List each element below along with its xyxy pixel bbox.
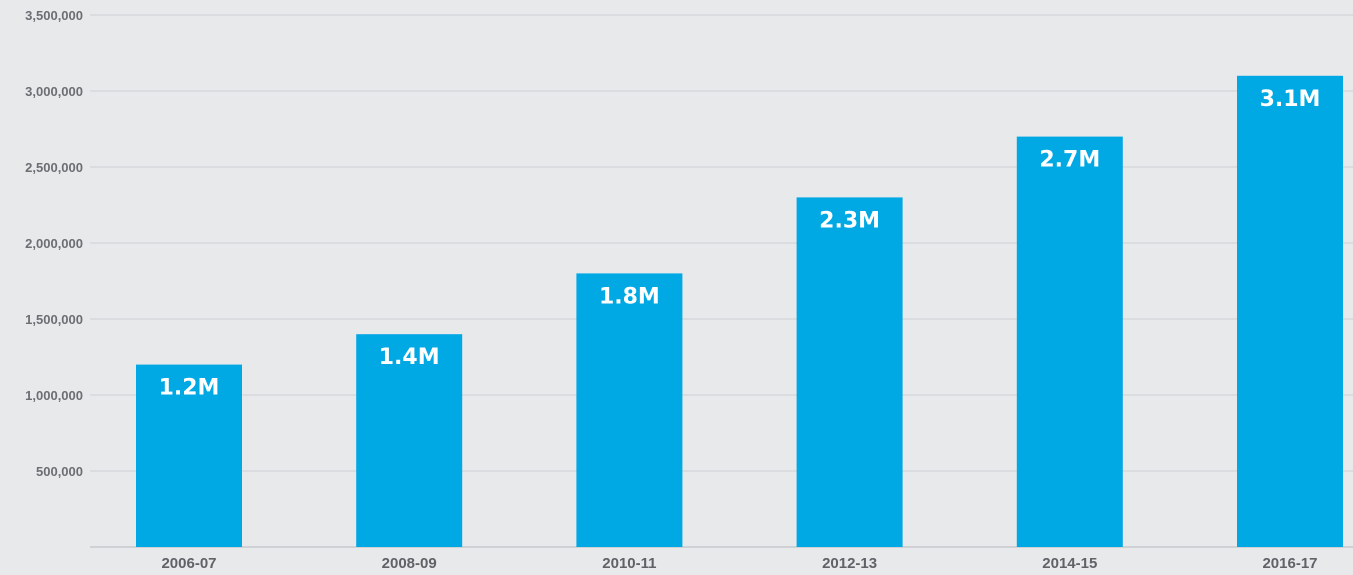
y-tick-label: 500,000 <box>36 464 83 479</box>
y-tick-label: 1,000,000 <box>25 388 83 403</box>
bar <box>356 334 463 547</box>
bar <box>136 364 242 547</box>
bar-value-label: 2.3M <box>819 208 880 233</box>
bar <box>1016 136 1123 547</box>
bar-value-label: 3.1M <box>1260 87 1321 112</box>
x-tick-label: 2006-07 <box>161 555 216 572</box>
y-tick-label: 3,500,000 <box>25 8 83 23</box>
bar <box>576 273 683 547</box>
y-tick-label: 2,500,000 <box>25 160 83 175</box>
y-tick-label: 1,500,000 <box>25 312 83 327</box>
x-tick-label: 2016-17 <box>1262 555 1317 572</box>
bar <box>1237 75 1343 548</box>
x-tick-label: 2010-11 <box>602 555 656 572</box>
bars <box>136 75 1343 548</box>
y-tick-label: 2,000,000 <box>25 236 83 251</box>
bar-value-label: 2.7M <box>1039 148 1100 173</box>
grid-lines <box>90 14 1353 548</box>
bar <box>796 197 903 547</box>
x-axis-ticks: 2006-07 2008-09 2010-11 2012-13 2014-15 2016-… <box>161 555 1317 572</box>
y-tick-label: 3,000,000 <box>25 84 83 99</box>
x-tick-label: 2008-09 <box>382 555 437 572</box>
data-labels: 1.2M 1.4M 1.8M 2.3M 2.7M 3.1M <box>159 87 1321 401</box>
x-tick-label: 2012-13 <box>822 555 877 572</box>
bar-value-label: 1.4M <box>379 345 440 370</box>
bar-value-label: 1.2M <box>159 376 220 401</box>
y-axis-ticks: 500,000 1,000,000 1,500,000 2,000,000 2,500,… <box>25 8 83 479</box>
x-tick-label: 2014-15 <box>1042 555 1097 572</box>
bar-value-label: 1.8M <box>599 284 660 309</box>
